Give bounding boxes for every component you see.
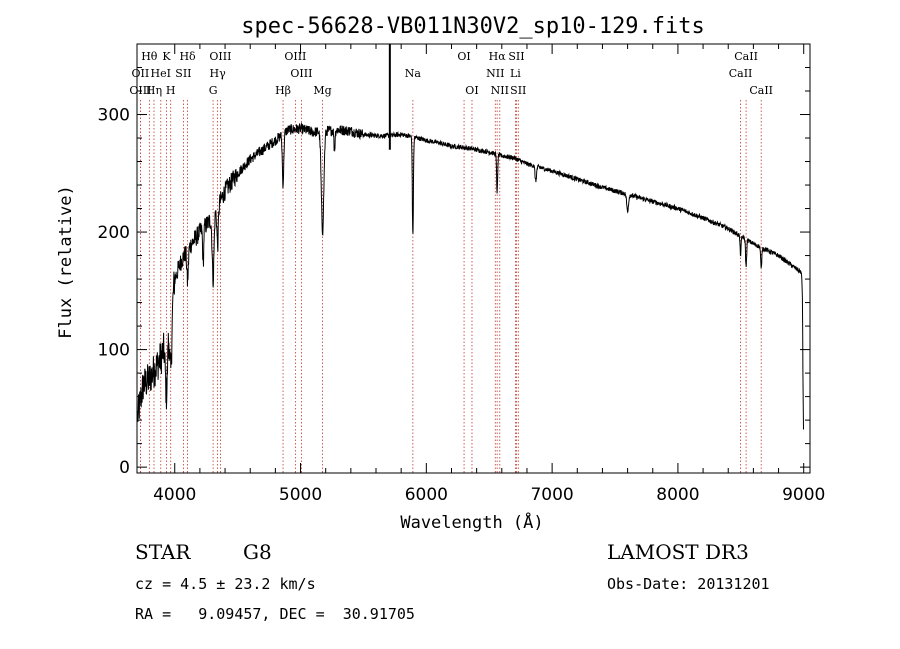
spectrum-line (137, 122, 804, 430)
line-label: Hη (146, 84, 162, 97)
survey-name: LAMOST DR3 (607, 540, 749, 564)
coordinates-readout: RA = 9.09457, DEC = 30.91705 (135, 605, 415, 623)
line-label: OIII (209, 50, 231, 63)
line-label: G (209, 84, 218, 97)
line-label: NII (491, 84, 509, 97)
line-label: Mg (313, 84, 331, 97)
emission-lines: Hθ OII OIII K HeI Hη SII H Hδ OIII Hγ G OIII OIII Hβ Mg… (129, 50, 773, 473)
y-tick-label: 0 (119, 458, 130, 478)
line-label: OIII (290, 67, 312, 80)
observation-date: Obs-Date: 20131201 (607, 575, 770, 593)
x-axis-label: Wavelength (Å) (400, 511, 543, 533)
line-label: Na (405, 67, 422, 80)
y-axis-label: Flux (relative) (56, 185, 76, 339)
line-label: Hβ (275, 84, 291, 97)
x-tick-label: 5000 (279, 485, 322, 505)
line-label: Li (510, 67, 521, 80)
line-label: NII (486, 67, 504, 80)
line-label: Hα (489, 50, 507, 63)
line-label: CaII (729, 67, 753, 80)
x-tick-label: 7000 (530, 485, 573, 505)
y-tick-label: 300 (98, 106, 130, 126)
line-label: Hθ (141, 50, 158, 63)
line-label: SII (508, 50, 524, 63)
line-label: OI (465, 84, 478, 97)
line-label: CaII (734, 50, 758, 63)
object-subclass: G8 (243, 540, 272, 564)
y-tick-label: 200 (98, 223, 130, 243)
y-tick-label: 100 (98, 341, 130, 361)
line-label: Hγ (210, 67, 227, 80)
line-label: CaII (749, 84, 773, 97)
line-label: SII (510, 84, 526, 97)
x-tick-label: 8000 (656, 485, 699, 505)
redshift-readout: cz = 4.5 ± 23.2 km/s (135, 575, 316, 593)
line-label: OIII (129, 84, 151, 97)
x-tick-label: 6000 (405, 485, 448, 505)
x-tick-label: 9000 (782, 485, 825, 505)
axis-ticks: 4000 5000 6000 7000 8000 9000 0 100 200 300 (98, 44, 825, 505)
x-tick-label: 4000 (153, 485, 196, 505)
plot-frame (136, 43, 811, 474)
chart-title: spec-56628-VB011N30V2_sp10-129.fits (241, 14, 705, 39)
line-label: OI (457, 50, 470, 63)
object-class: STAR (135, 540, 191, 564)
line-label: HeI (151, 67, 171, 80)
line-label: K (162, 50, 171, 63)
line-label: OIII (284, 50, 306, 63)
line-label: Hδ (179, 50, 196, 63)
line-label: H (166, 84, 176, 97)
line-label: OII (132, 67, 150, 80)
line-label: SII (175, 67, 191, 80)
